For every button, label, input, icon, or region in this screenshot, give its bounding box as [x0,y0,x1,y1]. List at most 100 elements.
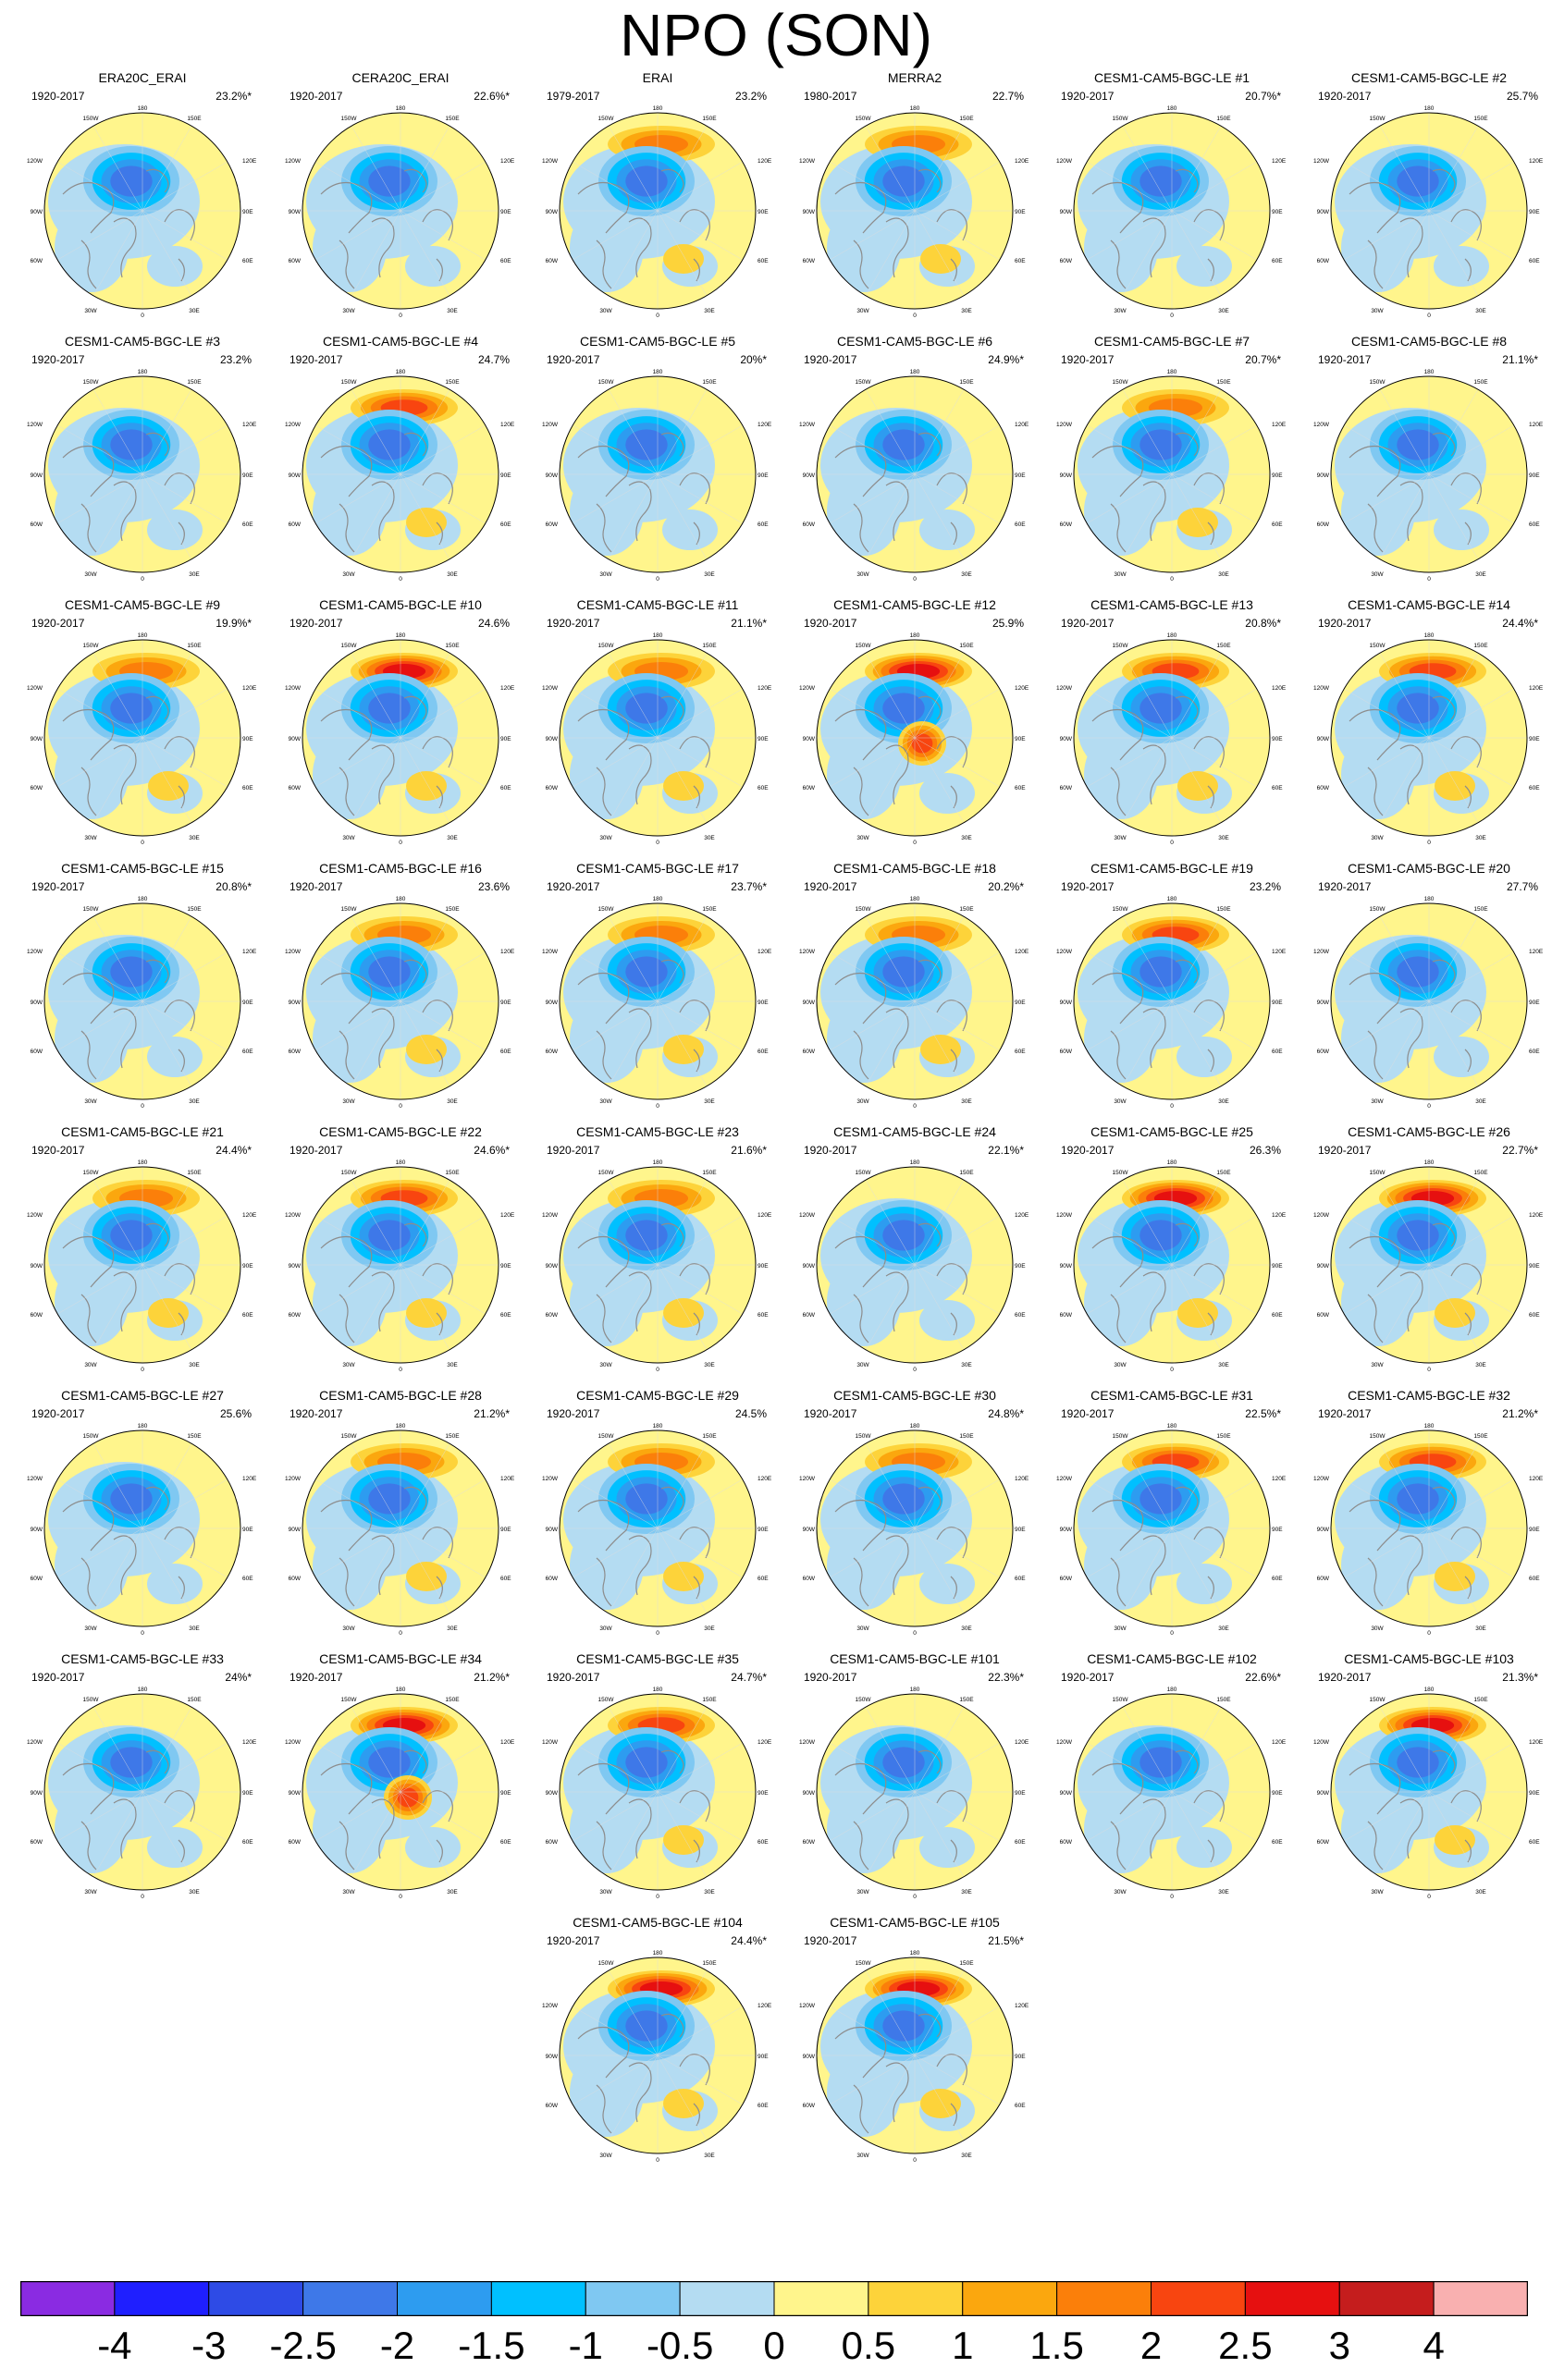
longitude-label: 60E [1529,258,1540,264]
meridian [1171,210,1222,296]
coastline [178,1576,185,1600]
meridian [142,1264,228,1315]
longitude-label: 60E [758,785,769,791]
longitude-label: 90E [242,472,253,479]
longitude-label: 90E [1015,472,1026,479]
coastline [1142,1271,1166,1332]
longitude-label: 150E [445,116,460,122]
meridian [1428,688,1514,739]
negative-anomaly [1139,1747,1182,1778]
longitude-label: 120W [27,949,43,955]
meridian [1428,737,1479,823]
longitude-label: 120W [285,949,302,955]
meridian [657,1791,708,1877]
map-panel: CESM1-CAM5-BGC-LE #29 1920-2017 24.5% 180 15… [541,1388,791,1651]
coastline [834,1235,887,1288]
meridian [400,1264,486,1315]
colorbar-tick-label: -4 [97,2324,132,2367]
meridian [1379,1443,1430,1529]
longitude-label: 150E [1473,379,1488,386]
longitude-label: 60W [31,1839,43,1846]
longitude-label: 30E [189,308,200,314]
meridian [92,1791,143,1877]
meridian [865,126,916,212]
meridian [1379,126,1430,212]
meridian [351,1000,401,1086]
longitude-label: 120E [1529,1739,1544,1746]
longitude-label: 30W [1371,1098,1384,1105]
coastline [113,481,137,542]
map-panel: ERA20C_ERAI 1920-2017 23.2%* 180 150W 150E 120… [26,70,276,334]
meridian [142,473,192,559]
meridian [57,1742,143,1793]
coastline [1464,258,1472,282]
longitude-label: 0 [399,840,402,846]
coastline [164,209,195,241]
meridian [400,389,450,475]
coastline [339,503,355,553]
meridian [142,1742,228,1793]
negative-anomaly [110,956,153,988]
longitude-label: 0 [913,840,917,846]
negative-anomaly [1397,693,1439,724]
coastline [577,708,630,761]
longitude-label: 30W [599,835,612,841]
coastline [1110,1294,1127,1343]
longitude-label: 180 [910,1950,920,1957]
coastline [436,258,443,282]
longitude-label: 120E [242,1739,257,1746]
panel-variance-pct: 23.2%* [216,90,252,103]
map-border [1330,639,1528,837]
longitude-label: 150W [598,379,615,386]
meridian [1344,688,1430,739]
longitude-label: 150W [856,1960,872,1967]
meridian [1344,1791,1430,1842]
longitude-label: 180 [138,632,148,639]
meridian [830,1791,916,1842]
meridian [142,737,228,788]
longitude-label: 150E [1473,1433,1488,1440]
longitude-label: 120E [1272,1212,1287,1219]
coastline [885,744,909,805]
colorbar-labels: -4 -3 -2.5 -2 -1.5 -1 -0.5 0 0.5 1 1.5 2 2.5 3 4 [0,2323,1552,2378]
map-border [559,1957,757,2154]
longitude-label: 150E [445,379,460,386]
panel-variance-pct: 24.7%* [731,1671,767,1684]
longitude-label: 150W [598,1433,615,1440]
longitude-label: 180 [910,369,920,375]
coastline [596,2084,612,2134]
longitude-label: 90W [31,1527,43,1533]
panel-variance-pct: 25.6% [219,1407,252,1420]
meridian [914,1791,1000,1842]
coastline [628,744,652,805]
meridian [1171,1707,1222,1793]
coastline [320,1499,373,1552]
meridian [914,1970,965,2056]
coastline [936,2054,967,2086]
coastline [1349,181,1401,234]
panel-years: 1920-2017 [1061,880,1115,893]
meridian [1122,1791,1173,1877]
negative-region [1341,203,1415,292]
map-border [1330,375,1528,573]
meridian [1428,210,1479,296]
longitude-label: 120E [758,1739,772,1746]
colorbar-swatch [490,2281,586,2316]
map-border [816,902,1014,1100]
coastline [145,1486,169,1511]
longitude-label: 30W [856,1626,869,1632]
panel-years: 1920-2017 [1061,353,1115,366]
longitude-label: 60W [289,1839,302,1846]
longitude-label: 0 [656,313,659,319]
longitude-label: 0 [913,1103,917,1110]
longitude-label: 90E [1529,736,1540,742]
meridian [573,1742,659,1793]
map-border [1073,1429,1271,1627]
longitude-label: 0 [1170,1367,1174,1373]
meridian [914,737,1000,788]
panel-title: CESM1-CAM5-BGC-LE #11 [576,597,739,612]
coastline [834,972,887,1024]
